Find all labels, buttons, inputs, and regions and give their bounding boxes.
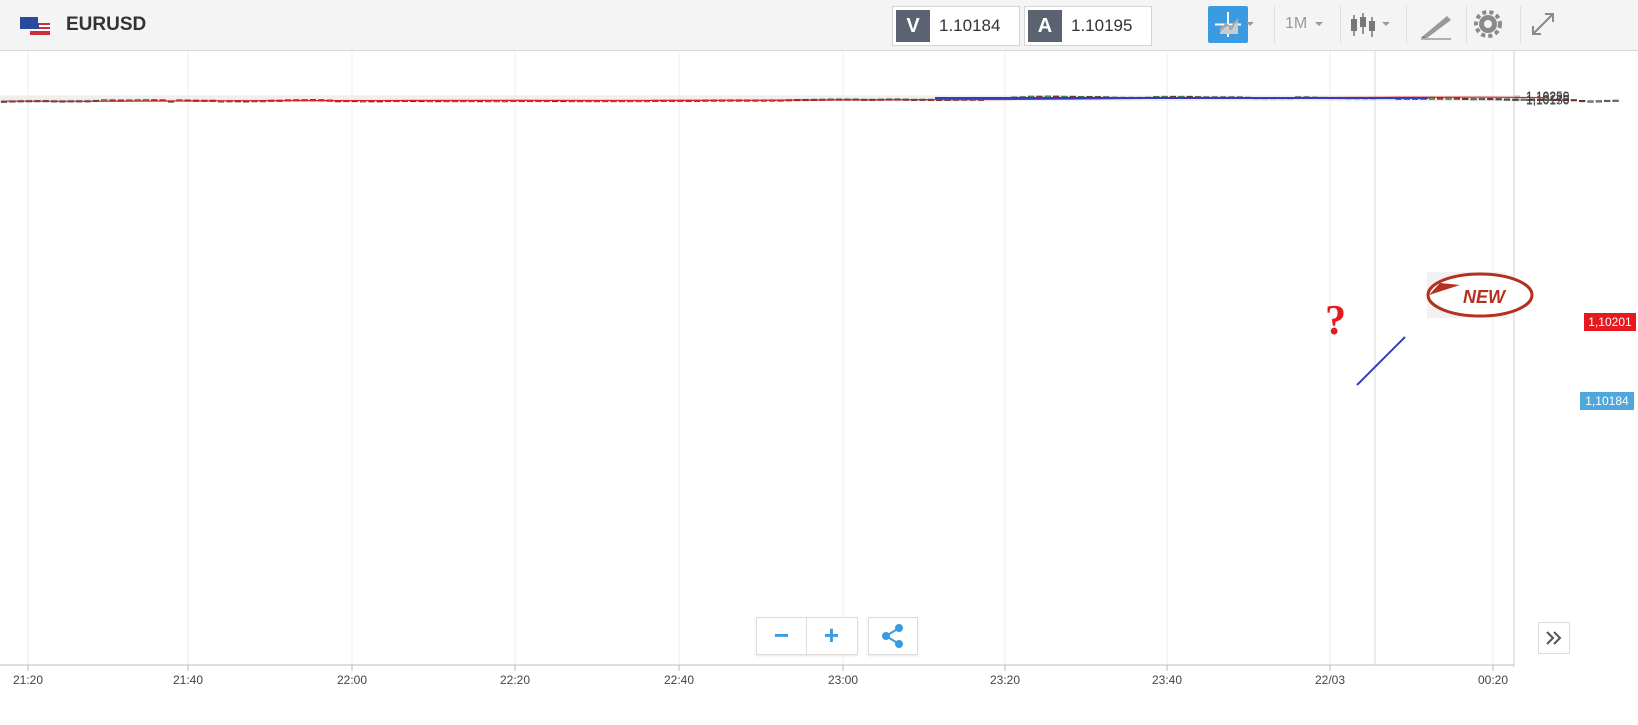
- candle-body: [1437, 97, 1444, 100]
- candle: [1537, 98, 1544, 101]
- candle-body: [1470, 98, 1477, 101]
- candle-body: [1478, 98, 1486, 101]
- candle: [1453, 97, 1460, 100]
- candle-body: [1503, 98, 1511, 101]
- bid-value: 1.10184: [939, 16, 1001, 35]
- candle: [1503, 98, 1511, 101]
- candle: [1587, 100, 1594, 103]
- candle: [1570, 99, 1577, 102]
- candlestick-button[interactable]: [1340, 6, 1405, 44]
- question-mark: ?: [1325, 298, 1346, 344]
- candle-body: [1537, 98, 1544, 101]
- candle: [1437, 97, 1444, 100]
- new-badge-text: NEW: [1463, 287, 1507, 307]
- timeframe-label: 1M: [1285, 15, 1308, 32]
- candle-body: [1595, 100, 1602, 103]
- chart-grid: [0, 51, 1514, 665]
- candle: [1554, 98, 1561, 101]
- candle: [1528, 98, 1536, 101]
- candle-body: [1570, 99, 1577, 102]
- x-tick-label: 23:40: [1152, 673, 1182, 687]
- candle-body: [1587, 100, 1594, 103]
- candle: [1595, 100, 1602, 103]
- x-tick-label: 22:40: [664, 673, 694, 687]
- x-tick-label: 23:00: [828, 673, 858, 687]
- bid-price-box[interactable]: V 1.10184: [892, 6, 1020, 46]
- draw-tool-icon: [1421, 16, 1451, 40]
- candle: [1462, 97, 1469, 100]
- candle: [1428, 97, 1435, 100]
- zoom-out-button[interactable]: −: [757, 618, 807, 654]
- bid-price-marker: 1,10184: [1580, 392, 1634, 410]
- candle-body: [1562, 98, 1569, 102]
- symbol-title: EURUSD: [66, 14, 147, 35]
- candle-body: [1445, 97, 1452, 100]
- ask-label: A: [1028, 10, 1062, 42]
- candle: [1478, 98, 1486, 101]
- candle: [1512, 98, 1519, 101]
- candle-body: [1453, 97, 1460, 100]
- x-tick-label: 22:20: [500, 673, 530, 687]
- candle-body: [1545, 98, 1552, 101]
- bid-label: V: [896, 10, 930, 42]
- ask-price-box[interactable]: A 1.10195: [1024, 6, 1152, 46]
- candle-body: [1462, 97, 1469, 100]
- new-badge: NEW: [1426, 272, 1534, 318]
- current-price-label: 1,10201: [1588, 315, 1632, 329]
- x-tick-label: 23:20: [990, 673, 1020, 687]
- candle-body: [1604, 99, 1611, 103]
- share-button[interactable]: [868, 617, 918, 655]
- scroll-right-button[interactable]: [1538, 622, 1570, 654]
- candle: [1445, 97, 1452, 100]
- candle-body: [1495, 98, 1502, 101]
- share-icon: [882, 624, 903, 648]
- ask-value: 1.10195: [1071, 16, 1133, 35]
- candle: [1495, 98, 1502, 101]
- candle-body: [1528, 98, 1536, 101]
- eu-flag-icon: [20, 17, 50, 35]
- toolbar: EURUSD V 1.10184 A 1.10195 1M: [0, 0, 1638, 51]
- time-axis: 21:20 21:40 22:00 22:20 22:40 23:00 23:20 23:40…: [13, 665, 1508, 687]
- chart-type-button[interactable]: [1206, 6, 1272, 44]
- zoom-controls: − +: [756, 617, 858, 655]
- gear-icon: [1474, 10, 1502, 38]
- x-tick-label: 21:40: [173, 673, 203, 687]
- candle-body: [1612, 99, 1619, 102]
- x-tick-label: 22:00: [337, 673, 367, 687]
- candle: [1520, 98, 1527, 101]
- candle-body: [1579, 100, 1586, 103]
- candle: [1612, 99, 1619, 102]
- candle-body: [1520, 98, 1527, 101]
- x-tick-label: 22/03: [1315, 673, 1345, 687]
- candle: [1579, 100, 1586, 103]
- chart-type-icon: [1219, 18, 1254, 34]
- candle-body: [1428, 97, 1435, 100]
- bid-price-label: 1,10184: [1585, 394, 1629, 408]
- candlestick-icon: [1351, 13, 1390, 37]
- candle: [1545, 98, 1552, 101]
- candle-body: [1487, 98, 1494, 101]
- draw-tool-button[interactable]: [1406, 6, 1465, 44]
- candle: [1470, 98, 1477, 101]
- settings-button[interactable]: [1466, 6, 1519, 44]
- candle-body: [1554, 98, 1561, 101]
- timeframe-dropdown[interactable]: 1M: [1274, 6, 1339, 44]
- candle: [1562, 98, 1569, 102]
- candle: [1487, 98, 1494, 101]
- fullscreen-icon: [1532, 13, 1554, 35]
- current-price-marker: 1,10201: [1584, 313, 1636, 331]
- x-tick-label: 00:20: [1478, 673, 1508, 687]
- double-chevron-right-icon: [1546, 631, 1562, 645]
- fullscreen-button[interactable]: [1520, 6, 1573, 44]
- chevron-down-icon: [1315, 22, 1323, 26]
- candle-body: [1512, 98, 1519, 101]
- x-tick-label: 21:20: [13, 673, 43, 687]
- zoom-in-button[interactable]: +: [823, 620, 840, 650]
- trend-stroke: [1356, 336, 1406, 386]
- candle: [1604, 99, 1611, 103]
